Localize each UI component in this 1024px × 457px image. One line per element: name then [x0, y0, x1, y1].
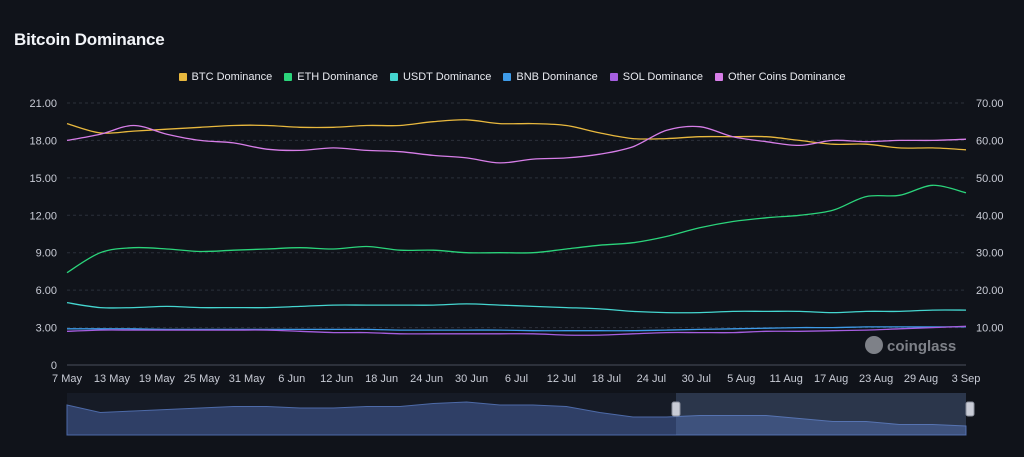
- y-left-tick-label: 15.00: [29, 173, 57, 185]
- legend-label: BNB Dominance: [516, 71, 598, 83]
- legend-label: SOL Dominance: [622, 71, 704, 83]
- legend-label: BTC Dominance: [191, 71, 273, 83]
- legend-label: Other Coins Dominance: [728, 71, 846, 83]
- x-tick-label: 12 Jun: [320, 373, 353, 385]
- x-tick-label: 30 Jun: [455, 373, 488, 385]
- navigator-area: [66, 401, 967, 436]
- x-tick-label: 17 Aug: [814, 373, 848, 385]
- x-tick-label: 23 Aug: [859, 373, 893, 385]
- x-tick-label: 24 Jul: [637, 373, 666, 385]
- x-tick-label: 12 Jul: [547, 373, 576, 385]
- x-tick-label: 24 Jun: [410, 373, 443, 385]
- y-right-tick-label: 50.00: [976, 173, 1004, 185]
- legend-swatch: [284, 73, 293, 81]
- legend-swatch: [178, 73, 187, 81]
- x-tick-label: 31 May: [229, 373, 266, 385]
- bnb-dominance-line: [66, 326, 966, 332]
- legend-item[interactable]: SOL Dominance: [609, 71, 704, 83]
- legend-item[interactable]: Other Coins Dominance: [715, 71, 845, 83]
- x-tick-label: 3 Sep: [952, 373, 981, 385]
- btc-dominance-line: [66, 119, 967, 151]
- chart-legend: BTC Dominance ETH Dominance USDT Dominance…: [0, 71, 1024, 83]
- x-tick-label: 6 Jul: [505, 373, 528, 385]
- y-right-tick-label: 10.00: [976, 323, 1004, 335]
- legend-label: USDT Dominance: [402, 71, 492, 83]
- legend-item[interactable]: BTC Dominance: [178, 71, 273, 83]
- x-tick-label: 5 Aug: [727, 373, 755, 385]
- y-right-tick-label: 20.00: [976, 285, 1004, 297]
- watermark-text: coinglass: [887, 338, 956, 355]
- y-right-tick-label: 60.00: [976, 135, 1004, 147]
- legend-swatch: [503, 73, 512, 81]
- coinglass-logo-icon: [865, 336, 883, 354]
- x-tick-label: 7 May: [52, 373, 82, 385]
- legend-swatch: [715, 73, 724, 81]
- x-tick-label: 25 May: [184, 373, 221, 385]
- legend-swatch: [609, 73, 618, 81]
- navigator-track: [67, 393, 966, 435]
- legend-item[interactable]: USDT Dominance: [389, 71, 492, 83]
- eth-dominance-line: [66, 184, 967, 274]
- other-coins-dominance-line: [66, 124, 967, 164]
- y-left-tick-label: 0: [51, 360, 57, 372]
- x-tick-label: 13 May: [94, 373, 131, 385]
- y-right-tick-label: 30.00: [976, 248, 1004, 260]
- x-tick-label: 11 Aug: [769, 373, 802, 385]
- legend-item[interactable]: BNB Dominance: [503, 71, 598, 83]
- x-tick-label: 30 Jul: [682, 373, 711, 385]
- x-tick-label: 19 May: [139, 373, 176, 385]
- y-right-tick-label: 40.00: [976, 210, 1004, 222]
- y-left-tick-label: 21.00: [29, 98, 57, 110]
- legend-label: ETH Dominance: [297, 71, 378, 83]
- usdt-dominance-line: [66, 301, 967, 314]
- x-tick-label: 18 Jun: [365, 373, 398, 385]
- page-title: Bitcoin Dominance: [14, 30, 165, 49]
- coinglass-watermark: coinglass: [865, 336, 956, 355]
- legend-item[interactable]: ETH Dominance: [284, 71, 378, 83]
- legend-swatch: [389, 73, 398, 81]
- y-left-tick-label: 3.00: [36, 323, 57, 335]
- sol-dominance-line: [66, 325, 967, 336]
- y-left-tick-label: 6.00: [36, 285, 57, 297]
- navigator-selection: [676, 393, 966, 435]
- x-tick-label: 29 Aug: [904, 373, 938, 385]
- navigator-handle-left[interactable]: [671, 401, 681, 417]
- y-right-tick-label: 70.00: [976, 98, 1004, 110]
- x-tick-label: 6 Jun: [278, 373, 305, 385]
- y-left-tick-label: 9.00: [36, 248, 57, 260]
- y-left-tick-label: 12.00: [29, 210, 57, 222]
- navigator-handle-right[interactable]: [965, 401, 975, 417]
- x-tick-label: 18 Jul: [592, 373, 621, 385]
- y-left-tick-label: 18.00: [29, 135, 57, 147]
